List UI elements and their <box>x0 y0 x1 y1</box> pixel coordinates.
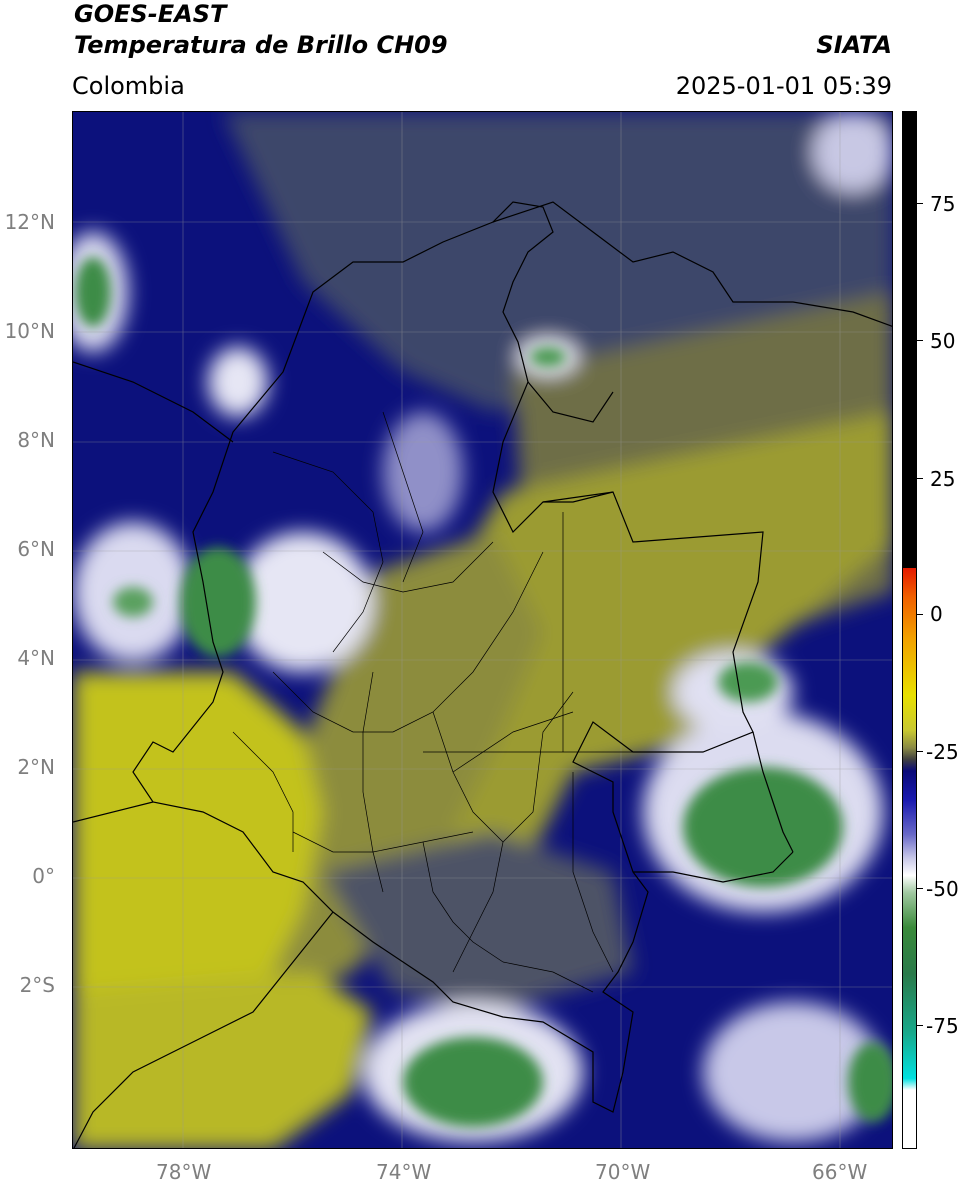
lat-label-2n: 2°N <box>17 755 55 779</box>
lon-label-70w: 70°W <box>595 1160 651 1184</box>
colorbar-tick-75: 75 <box>930 192 956 216</box>
country-borders <box>73 201 892 1148</box>
lat-label-2s: 2°S <box>19 973 55 997</box>
title-satellite: GOES-EAST <box>74 0 227 28</box>
department-borders <box>232 411 633 993</box>
colorbar-tick-minus50: -50 <box>926 877 959 901</box>
colorbar <box>902 111 917 1149</box>
lat-label-6n: 6°N <box>17 537 55 561</box>
lat-label-8n: 8°N <box>17 428 55 452</box>
colorbar-tick-25: 25 <box>930 467 956 491</box>
lon-label-74w: 74°W <box>376 1160 432 1184</box>
lon-label-66w: 66°W <box>812 1160 868 1184</box>
lat-label-0: 0° <box>32 864 55 888</box>
graticule <box>73 112 892 1148</box>
colorbar-tick-minus25: -25 <box>926 740 959 764</box>
colorbar-tick-0: 0 <box>930 602 943 626</box>
subtitle-datetime: 2025-01-01 05:39 <box>675 72 892 100</box>
lon-label-78w: 78°W <box>156 1160 212 1184</box>
subtitle-region: Colombia <box>72 72 185 100</box>
colorbar-tick-50: 50 <box>930 329 956 353</box>
title-agency: SIATA <box>816 31 892 59</box>
lat-label-12n: 12°N <box>4 210 55 234</box>
colorbar-tick-minus75: -75 <box>926 1014 959 1038</box>
brightness-temperature-image <box>73 112 892 1148</box>
title-product: Temperatura de Brillo CH09 <box>74 31 448 59</box>
lat-label-4n: 4°N <box>17 646 55 670</box>
satellite-map[interactable] <box>72 111 893 1149</box>
lat-label-10n: 10°N <box>4 319 55 343</box>
